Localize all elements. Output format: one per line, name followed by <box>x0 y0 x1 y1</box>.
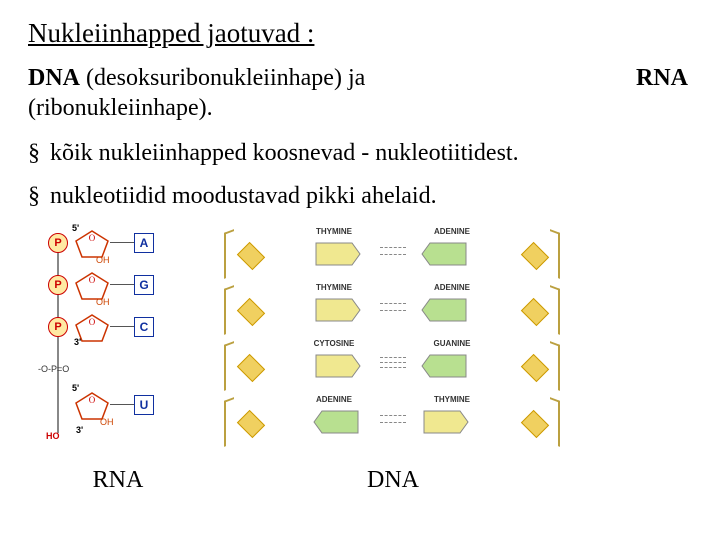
sugar-left <box>237 241 265 269</box>
dna-label: DNA <box>28 65 80 91</box>
ho-terminal: HO <box>46 431 60 441</box>
base-pair-2: CYTOSINE GUANINE <box>228 341 558 391</box>
base-box-2: C <box>134 317 154 337</box>
oh-label: OH <box>100 417 114 427</box>
sugar-right <box>521 297 549 325</box>
base-left-1 <box>312 295 362 325</box>
dna-figure: THYMINE ADENINE THYMINE ADENINE <box>228 225 558 494</box>
page-title: Nukleiinhapped jaotuvad : <box>28 18 692 49</box>
base-pair-3: ADENINE THYMINE <box>228 397 558 447</box>
hbonds-0 <box>380 241 406 261</box>
terminal-phosphate: -O-P=O <box>38 365 69 375</box>
glycosidic-bond <box>110 242 134 244</box>
svg-text:O: O <box>89 233 96 243</box>
base-left-0 <box>312 239 362 269</box>
hbonds-3 <box>380 409 406 429</box>
bullet-1-text: kõik nukleiinhapped koosnevad - nukleoti… <box>50 140 519 166</box>
sugar-right <box>521 409 549 437</box>
base-left-3 <box>312 407 362 437</box>
base-box-3: U <box>134 395 154 415</box>
figures-row: 5' P O OH A P O OH G P <box>28 225 692 494</box>
glycosidic-bond <box>110 326 134 328</box>
rna-figure: 5' P O OH A P O OH G P <box>48 225 188 494</box>
base-label-right-2: GUANINE <box>424 339 480 348</box>
rna-figure-label: RNA <box>93 467 144 494</box>
base-box-0: A <box>134 233 154 253</box>
svg-text:O: O <box>89 275 96 285</box>
sugar-left <box>237 353 265 381</box>
nucleotide-1: P O OH G <box>48 267 188 309</box>
base-label-left-3: ADENINE <box>306 395 362 404</box>
sugar-right <box>521 353 549 381</box>
glycosidic-bond <box>110 284 134 286</box>
base-right-1 <box>420 295 470 325</box>
base-right-0 <box>420 239 470 269</box>
hbonds-2 <box>380 353 406 373</box>
rna-desc: (ribonukleiinhape). <box>28 95 213 121</box>
subtitle-left: DNA (desoksuribonukleiinhape) ja (ribonu… <box>28 63 365 123</box>
oh-label: OH <box>96 297 110 307</box>
base-pair-0: THYMINE ADENINE <box>228 229 558 279</box>
bullet-mark-1: § <box>28 139 44 168</box>
dna-pairs-diagram: THYMINE ADENINE THYMINE ADENINE <box>228 225 558 463</box>
glycosidic-bond <box>110 404 134 406</box>
dna-figure-label: DNA <box>367 467 419 494</box>
hbonds-1 <box>380 297 406 317</box>
rna-chain-diagram: 5' P O OH A P O OH G P <box>48 225 188 463</box>
nucleotide-0: P O OH A <box>48 225 188 267</box>
phosphate-icon: P <box>48 317 68 337</box>
base-label-left-0: THYMINE <box>306 227 362 236</box>
base-box-1: G <box>134 275 154 295</box>
phosphate-icon: P <box>48 275 68 295</box>
nucleotide-2: P O 3' C <box>48 309 188 351</box>
sugar-left <box>237 297 265 325</box>
subtitle-row: DNA (desoksuribonukleiinhape) ja (ribonu… <box>28 63 692 123</box>
base-right-2 <box>420 351 470 381</box>
base-label-right-3: THYMINE <box>424 395 480 404</box>
svg-text:O: O <box>89 317 96 327</box>
oh-label: OH <box>96 255 110 265</box>
rna-label: RNA <box>636 63 692 93</box>
sugar-left <box>237 409 265 437</box>
sugar-right <box>521 241 549 269</box>
bullet-2-text: nukleotiidid moodustavad pikki ahelaid. <box>50 183 437 209</box>
base-label-right-1: ADENINE <box>424 283 480 292</box>
bullet-2: § nukleotiidid moodustavad pikki ahelaid… <box>28 182 692 211</box>
phosphate-icon: P <box>48 233 68 253</box>
dna-desc: (desoksuribonukleiinhape) ja <box>80 65 365 91</box>
base-label-left-2: CYTOSINE <box>306 339 362 348</box>
base-pair-1: THYMINE ADENINE <box>228 285 558 335</box>
bullet-mark-2: § <box>28 182 44 211</box>
svg-text:O: O <box>89 395 96 405</box>
three-prime-mid: 3' <box>74 337 81 347</box>
base-label-left-1: THYMINE <box>306 283 362 292</box>
base-left-2 <box>312 351 362 381</box>
base-label-right-0: ADENINE <box>424 227 480 236</box>
nucleotide-3: O OH U <box>48 387 188 429</box>
bullet-1: § kõik nukleiinhapped koosnevad - nukleo… <box>28 139 692 168</box>
base-right-3 <box>420 407 470 437</box>
three-prime-end: 3' <box>76 425 83 435</box>
